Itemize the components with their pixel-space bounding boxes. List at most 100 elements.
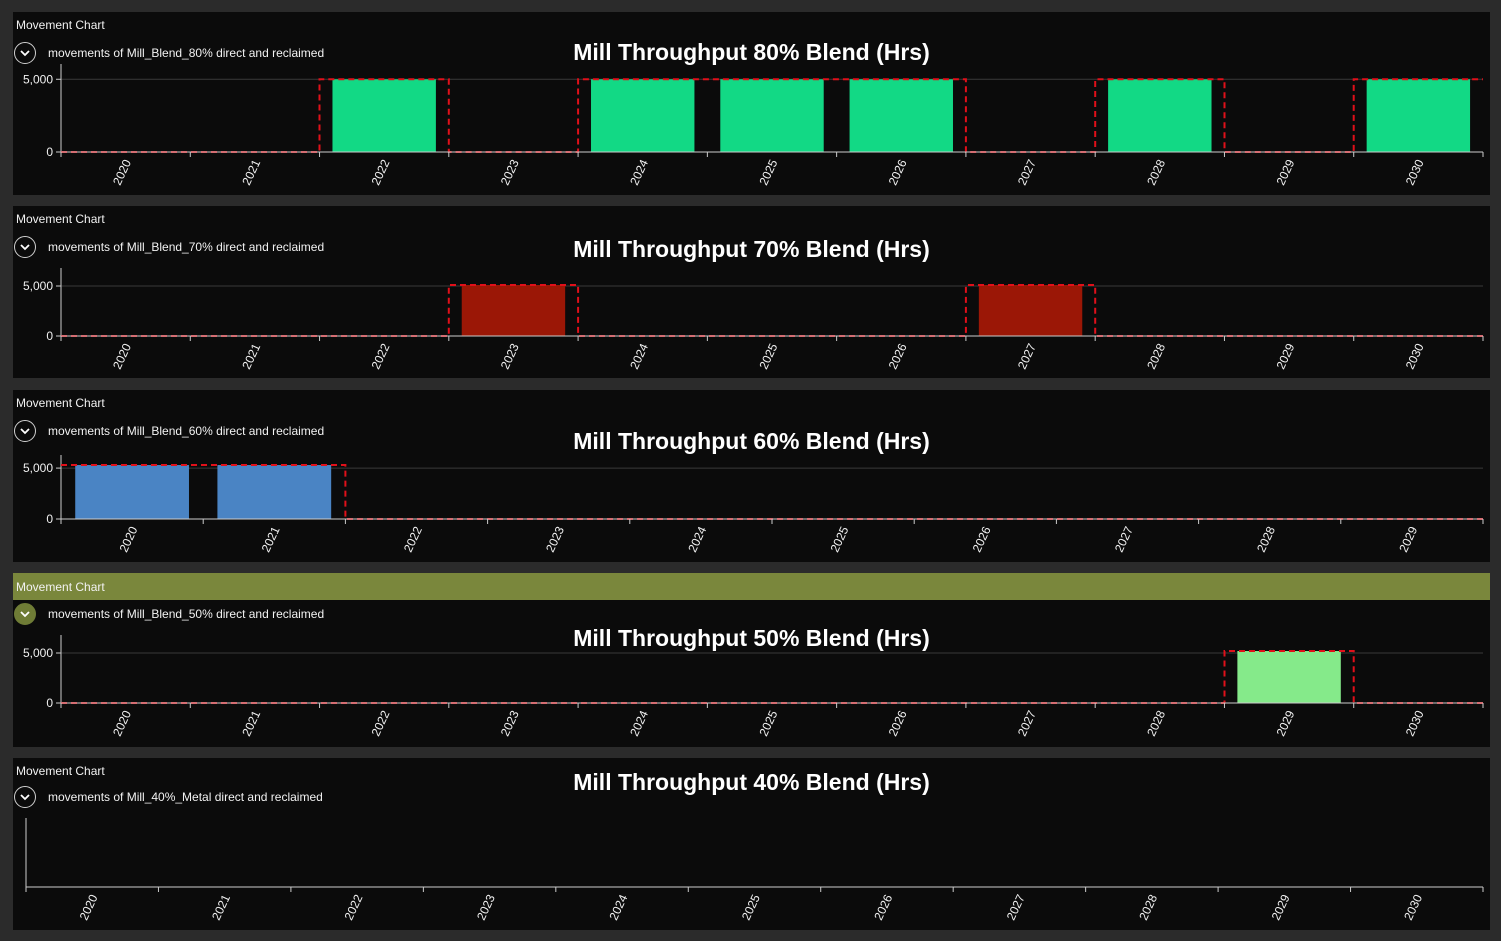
x-tick-label: 2024 — [606, 892, 630, 922]
chart-panel-60: Movement Chart movements of Mill_Blend_6… — [13, 390, 1490, 562]
plot-area: 5,000 0 2020 2021 2022 2023 2024 2025 2026 2027 20… — [13, 12, 1490, 195]
dashed-outline — [61, 78, 1483, 153]
plot-area: 5,000 0 2020 2021 2022 2023 2024 2025 2026 2027 20… — [13, 206, 1490, 378]
panel-header[interactable]: Movement Chart — [13, 573, 1490, 600]
x-tick-label: 2027 — [1015, 708, 1039, 738]
x-tick-label: 2021 — [239, 341, 263, 371]
x-tick-label: 2029 — [1396, 524, 1420, 554]
chevron-down-icon[interactable] — [14, 603, 36, 625]
x-tick-label: 2020 — [110, 157, 134, 187]
plot-area: 2020 2021 2022 2023 2024 2025 2026 2027 2028 2029… — [13, 758, 1490, 930]
y-tick-label: 0 — [46, 512, 53, 526]
series-label: movements of Mill_40%_Metal direct and r… — [48, 790, 323, 804]
x-tick-label: 2029 — [1273, 157, 1297, 187]
panel-header[interactable]: Movement Chart — [13, 206, 1490, 232]
x-tick-label: 2027 — [1004, 892, 1028, 922]
x-tick-label: 2029 — [1273, 708, 1297, 738]
series-label: movements of Mill_Blend_50% direct and r… — [48, 607, 325, 621]
panel-header-label: Movement Chart — [16, 764, 105, 778]
x-tick-label: 2025 — [756, 157, 780, 187]
x-tick-label: 2024 — [627, 341, 651, 371]
chart-panel-40: Movement Chart Mill Throughput 40% Blend… — [13, 758, 1490, 930]
x-tick-label: 2028 — [1136, 892, 1160, 922]
bar-2023 — [461, 285, 566, 336]
bar-2025 — [720, 79, 824, 152]
x-tick-label: 2023 — [543, 524, 567, 554]
x-tick-label: 2023 — [498, 708, 522, 738]
y-tick-label: 5,000 — [23, 72, 53, 86]
plot-area: 5,000 0 2020 2021 2022 2023 2024 2025 2026 2027 20… — [13, 390, 1490, 562]
y-tick-label: 5,000 — [23, 461, 53, 475]
x-tick-label: 2028 — [1144, 341, 1168, 371]
chevron-down-icon[interactable] — [14, 236, 36, 258]
bar-2020 — [75, 465, 189, 519]
x-tick-label: 2030 — [1403, 157, 1427, 187]
panel-header[interactable]: Movement Chart — [13, 758, 1490, 784]
x-tick-label: 2022 — [342, 892, 366, 922]
x-tick-label: 2030 — [1401, 892, 1425, 922]
chart-title: Mill Throughput 60% Blend (Hrs) — [573, 428, 930, 454]
x-tick-label: 2023 — [498, 157, 522, 187]
x-tick-label: 2021 — [239, 708, 263, 738]
panel-header-label: Movement Chart — [16, 396, 105, 410]
x-tick-label: 2020 — [110, 708, 134, 738]
chart-title: Mill Throughput 40% Blend (Hrs) — [573, 769, 930, 795]
x-tick-label: 2025 — [756, 341, 780, 371]
x-tick-label: 2028 — [1254, 524, 1278, 554]
x-tick-label: 2020 — [77, 892, 101, 922]
x-tick-label: 2022 — [369, 708, 393, 738]
x-tick-label: 2025 — [827, 524, 851, 554]
x-tick-label: 2023 — [498, 341, 522, 371]
panel-header-label: Movement Chart — [16, 580, 105, 594]
y-tick-label: 0 — [46, 145, 53, 159]
x-tick-label: 2024 — [627, 708, 651, 738]
panel-header[interactable]: Movement Chart — [13, 12, 1490, 38]
x-tick-label: 2025 — [756, 708, 780, 738]
bar-2022 — [332, 79, 436, 152]
x-tick-label: 2020 — [116, 524, 140, 554]
x-tick-label: 2026 — [886, 157, 910, 187]
chart-panel-50: Movement Chart movements of Mill_Blend_5… — [13, 573, 1490, 747]
bar-2028 — [1108, 79, 1212, 152]
series-row[interactable]: movements of Mill_Blend_70% direct and r… — [13, 236, 613, 260]
panel-header-label: Movement Chart — [16, 212, 105, 226]
x-tick-label: 2028 — [1144, 157, 1168, 187]
x-tick-label: 2026 — [886, 708, 910, 738]
y-tick-label: 0 — [46, 696, 53, 710]
bar-2030 — [1366, 79, 1471, 152]
series-row[interactable]: movements of Mill_Blend_50% direct and r… — [13, 603, 613, 627]
series-row[interactable]: movements of Mill_40%_Metal direct and r… — [13, 786, 613, 810]
panel-header-label: Movement Chart — [16, 18, 105, 32]
x-tick-label: 2027 — [1015, 157, 1039, 187]
dashed-outline — [61, 284, 1483, 337]
x-tick-label: 2026 — [970, 524, 994, 554]
y-tick-label: 5,000 — [23, 279, 53, 293]
x-tick-label: 2027 — [1112, 524, 1136, 554]
chart-title: Mill Throughput 50% Blend (Hrs) — [573, 625, 930, 651]
plot-area: 5,000 0 2020 2021 2022 2023 2024 2025 2026 2027 20… — [13, 573, 1490, 747]
series-row[interactable]: movements of Mill_Blend_60% direct and r… — [13, 420, 613, 444]
x-tick-label: 2021 — [209, 892, 233, 922]
series-label: movements of Mill_Blend_60% direct and r… — [48, 424, 325, 438]
x-tick-label: 2023 — [474, 892, 498, 922]
x-tick-label: 2022 — [401, 524, 425, 554]
x-tick-label: 2029 — [1273, 341, 1297, 371]
bar-2024 — [591, 79, 695, 152]
panel-header[interactable]: Movement Chart — [13, 390, 1490, 416]
chevron-down-icon[interactable] — [14, 42, 36, 64]
x-tick-label: 2030 — [1403, 341, 1427, 371]
x-tick-label: 2029 — [1269, 892, 1293, 922]
chevron-down-icon[interactable] — [14, 420, 36, 442]
x-tick-label: 2030 — [1403, 708, 1427, 738]
series-row[interactable]: movements of Mill_Blend_80% direct and r… — [13, 42, 613, 66]
x-tick-label: 2027 — [1015, 341, 1039, 371]
chevron-down-icon[interactable] — [14, 786, 36, 808]
x-tick-label: 2022 — [369, 157, 393, 187]
x-tick-label: 2028 — [1144, 708, 1168, 738]
chart-title: Mill Throughput 70% Blend (Hrs) — [573, 236, 930, 262]
x-tick-label: 2026 — [886, 341, 910, 371]
x-tick-label: 2024 — [627, 157, 651, 187]
x-tick-label: 2025 — [739, 892, 763, 922]
y-tick-label: 0 — [46, 329, 53, 343]
chart-panel-80: Movement Chart movements of Mill_Blend_8… — [13, 12, 1490, 195]
